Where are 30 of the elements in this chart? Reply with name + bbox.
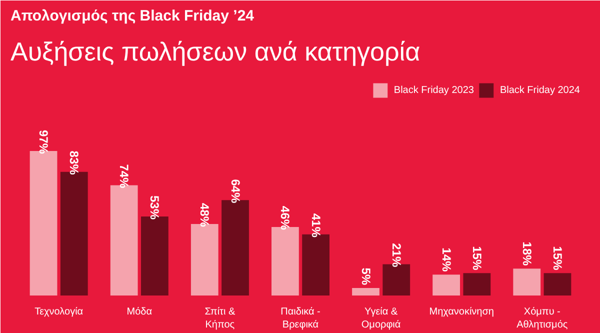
data-label: 15% [470, 246, 484, 271]
bar [352, 288, 380, 296]
legend-label: Black Friday 2024 [500, 84, 580, 96]
data-label: 83% [67, 150, 82, 176]
data-label: 14% [439, 248, 454, 272]
x-tick-label: Υγεία & Ομορφιά [361, 306, 401, 331]
data-label: 97% [36, 130, 51, 154]
legend-label: Black Friday 2023 [394, 84, 474, 96]
bar [513, 268, 541, 296]
data-label: 21% [389, 243, 404, 268]
bar [463, 273, 491, 296]
x-tick-label: Τεχνολογία [34, 306, 84, 318]
data-label: 15% [550, 246, 564, 271]
bar [432, 274, 460, 296]
x-tick-label: Μόδα [126, 306, 152, 318]
data-label: 48% [198, 202, 212, 228]
data-label: 41% [308, 213, 323, 238]
bar [544, 273, 572, 296]
data-label: 18% [520, 242, 534, 266]
chart-subtitle: Αυξήσεις πωλήσεων ανά κατηγορία [10, 36, 420, 66]
chart-title: Απολογισμός της Black Friday ’24 [10, 8, 255, 24]
data-label: 46% [278, 206, 292, 230]
data-label: 64% [228, 179, 242, 204]
data-label: 74% [117, 164, 132, 189]
x-tick-label: Χόμπυ - Αθλητισμός [516, 306, 568, 331]
x-tick-label: Μηχανοκίνηση [429, 306, 494, 318]
x-tick-label: Παιδικά - Βρεφικά [280, 306, 320, 331]
x-tick-label: Σπίτι & Κήπος [204, 306, 236, 331]
data-label: 53% [148, 196, 162, 220]
data-label: 5% [358, 268, 373, 286]
